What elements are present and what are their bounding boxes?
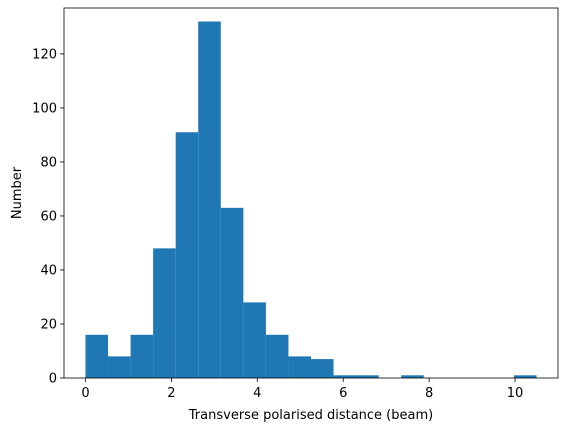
y-tick-label: 40 (40, 263, 57, 278)
y-tick-label: 100 (32, 101, 57, 116)
histogram-bar (288, 356, 311, 378)
x-tick-label: 0 (81, 386, 89, 401)
histogram-bar (356, 375, 379, 378)
histogram-bar (513, 375, 537, 378)
histogram-bar (401, 375, 424, 378)
y-tick-label: 80 (40, 155, 57, 170)
histogram-bar (265, 334, 289, 378)
histogram-bar (333, 375, 357, 378)
x-tick-label: 10 (507, 386, 524, 401)
y-tick-label: 60 (40, 209, 57, 224)
histogram-bar (130, 334, 154, 378)
histogram-bar (153, 248, 176, 378)
histogram-bar (108, 356, 131, 378)
x-axis-label: Transverse polarised distance (beam) (188, 408, 433, 423)
histogram-bar (220, 207, 244, 378)
x-tick-label: 4 (253, 386, 261, 401)
histogram-bar (198, 21, 221, 378)
histogram-bar (243, 302, 266, 378)
y-tick-label: 0 (49, 372, 57, 387)
histogram-bar (311, 359, 334, 378)
y-axis-ticks: 0 20 40 60 80 100 120 (32, 47, 64, 387)
x-tick-label: 8 (425, 386, 433, 401)
histogram-bar (175, 132, 199, 378)
x-axis-ticks: 0 2 4 6 8 10 (81, 378, 523, 401)
x-tick-label: 6 (339, 386, 347, 401)
bars-group (85, 21, 537, 378)
y-tick-label: 120 (32, 47, 57, 62)
y-axis-label: Number (10, 166, 25, 219)
y-tick-label: 20 (40, 317, 57, 332)
plot-frame (63, 7, 559, 379)
histogram-bar (85, 334, 109, 378)
x-tick-label: 2 (167, 386, 175, 401)
